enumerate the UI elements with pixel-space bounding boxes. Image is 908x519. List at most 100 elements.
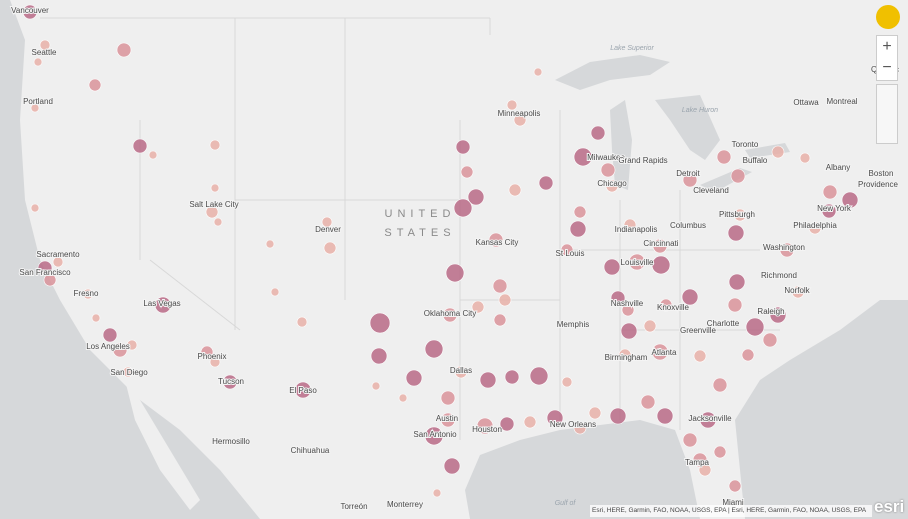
- city-label: Milwaukee: [587, 153, 625, 162]
- point-marker: [460, 165, 474, 179]
- city-label: Portland: [23, 97, 53, 106]
- city-label: Oklahoma City: [424, 309, 476, 318]
- zoom-out[interactable]: −: [882, 59, 892, 76]
- point-marker: [222, 374, 238, 390]
- point-marker: [610, 290, 626, 306]
- point-marker: [479, 371, 497, 389]
- point-marker: [493, 313, 507, 327]
- point-marker: [154, 296, 172, 314]
- point-marker: [22, 4, 38, 20]
- city-label: St Louis: [556, 249, 585, 258]
- point-marker: [88, 78, 102, 92]
- point-marker: [506, 99, 518, 111]
- point-marker: [296, 316, 308, 328]
- city-label: Jacksonville: [688, 414, 732, 423]
- city-label: Norfolk: [784, 286, 810, 295]
- point-marker: [210, 183, 220, 193]
- point-marker: [213, 217, 223, 227]
- point-marker: [148, 150, 158, 160]
- point-marker: [712, 377, 728, 393]
- point-marker: [561, 376, 573, 388]
- point-marker: [656, 407, 674, 425]
- city-label: Pittsburgh: [719, 210, 755, 219]
- city-label: Tampa: [685, 458, 710, 467]
- city-label: Houston: [472, 425, 502, 434]
- point-marker: [440, 412, 456, 428]
- point-marker: [609, 407, 627, 425]
- point-marker: [265, 239, 275, 249]
- point-marker: [628, 253, 646, 271]
- point-marker: [621, 303, 635, 317]
- zoom-in[interactable]: +: [882, 38, 892, 55]
- city-label: San Francisco: [19, 268, 71, 277]
- city-label: Vancouver: [11, 6, 49, 15]
- city-label: Nashville: [611, 299, 644, 308]
- city-label: Albany: [826, 163, 850, 172]
- city-label: Raleigh: [757, 307, 784, 316]
- point-marker: [651, 255, 671, 275]
- point-marker: [652, 238, 668, 254]
- point-marker: [504, 369, 520, 385]
- city-label: Cleveland: [693, 186, 729, 195]
- city-label: Greenville: [680, 326, 717, 335]
- point-marker: [727, 297, 743, 313]
- point-marker: [623, 218, 637, 232]
- city-label: Sacramento: [36, 250, 80, 259]
- point-marker: [39, 39, 51, 51]
- city-label: El Paso: [289, 386, 317, 395]
- city-label: Toronto: [732, 140, 759, 149]
- point-marker: [205, 205, 219, 219]
- selection-tools[interactable]: [876, 84, 898, 144]
- zoom-controls: + −: [876, 35, 898, 81]
- city-label: Memphis: [557, 320, 589, 329]
- point-marker: [733, 208, 747, 222]
- city-label: Seattle: [32, 48, 57, 57]
- city-label: Charlotte: [707, 319, 740, 328]
- point-marker: [467, 188, 485, 206]
- point-marker: [112, 342, 128, 358]
- point-marker: [533, 67, 543, 77]
- point-marker: [728, 273, 746, 291]
- point-marker: [791, 285, 805, 299]
- point-marker: [546, 409, 564, 427]
- insights-button[interactable]: [876, 5, 900, 29]
- point-marker: [454, 365, 468, 379]
- point-marker: [488, 232, 504, 248]
- point-marker: [682, 172, 698, 188]
- point-marker: [323, 241, 337, 255]
- point-marker: [116, 42, 132, 58]
- point-marker: [508, 183, 522, 197]
- point-marker: [132, 138, 148, 154]
- city-label: Tucson: [218, 377, 244, 386]
- point-marker: [771, 145, 785, 159]
- point-marker: [37, 260, 53, 276]
- point-marker: [424, 339, 444, 359]
- city-label: Richmond: [761, 271, 797, 280]
- city-label: Boston: [869, 169, 894, 178]
- point-marker: [498, 293, 512, 307]
- point-marker: [588, 406, 602, 420]
- city-label: Torreón: [340, 502, 367, 511]
- city-label: San Antonio: [413, 430, 457, 439]
- point-marker: [822, 184, 838, 200]
- point-marker: [440, 390, 456, 406]
- city-label: Atlanta: [652, 348, 677, 357]
- lake-huron: [655, 95, 720, 160]
- point-marker: [453, 198, 473, 218]
- city-label: Louisville: [621, 258, 654, 267]
- point-marker: [405, 369, 423, 387]
- lake-michigan: [610, 100, 632, 190]
- point-marker: [713, 445, 727, 459]
- city-label: Washington: [763, 243, 805, 252]
- point-marker: [445, 263, 465, 283]
- water-label: Lake Huron: [682, 107, 718, 114]
- city-label: Phoenix: [198, 352, 227, 361]
- point-marker: [569, 220, 587, 238]
- city-label: Monterrey: [387, 500, 423, 509]
- point-marker: [600, 162, 616, 178]
- point-marker: [200, 345, 214, 359]
- point-marker: [693, 349, 707, 363]
- city-label: Knoxville: [657, 303, 690, 312]
